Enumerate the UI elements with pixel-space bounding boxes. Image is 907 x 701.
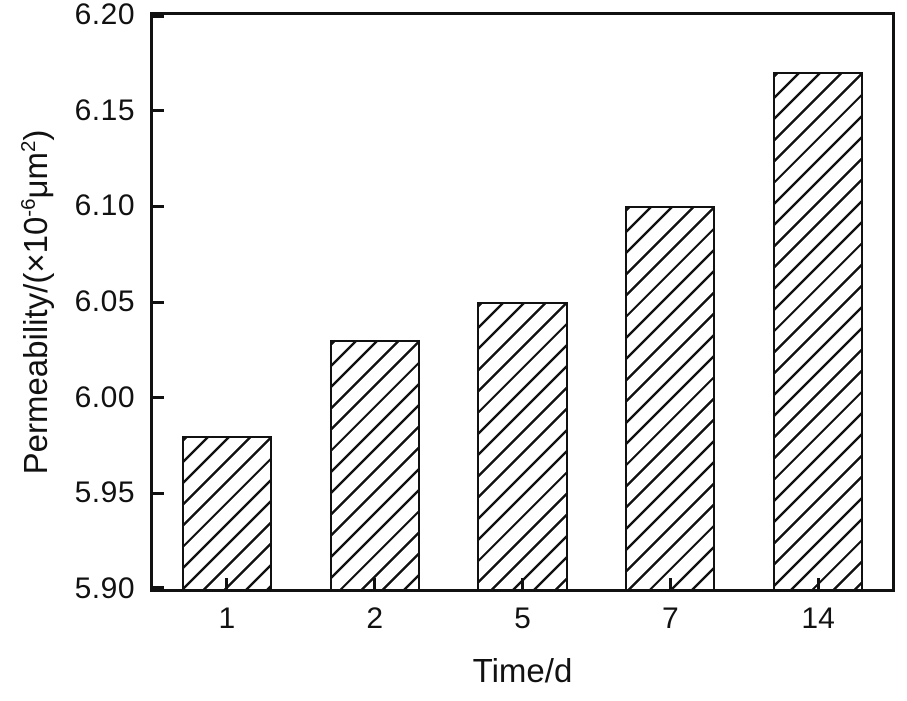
bar — [329, 340, 420, 589]
y-tick-mark — [153, 396, 164, 400]
y-tick-mark — [153, 491, 164, 495]
y-tick-mark — [153, 300, 164, 304]
y-tick-label: 5.90 — [74, 572, 135, 605]
y-axis-tick-labels: 5.90 5.95 6.00 6.05 6.10 6.15 6.20 — [0, 0, 142, 605]
plot-area — [150, 12, 895, 592]
y-tick-label: 5.95 — [74, 476, 135, 510]
y-tick-mark — [153, 204, 164, 208]
x-tick-label: 14 — [801, 602, 835, 635]
x-tick-label: 2 — [366, 602, 384, 635]
x-axis-tick-labels: 1 2 5 7 14 — [150, 596, 895, 640]
y-tick-label: 6.00 — [74, 380, 135, 414]
y-tick-label: 6.10 — [74, 189, 135, 223]
x-tick-label: 7 — [661, 602, 679, 635]
y-tick-label: 6.15 — [74, 93, 135, 127]
y-tick-mark — [153, 586, 164, 589]
y-tick-mark — [153, 15, 164, 18]
x-tick-label: 5 — [514, 602, 531, 635]
y-tick-mark — [153, 109, 164, 113]
bar — [625, 206, 716, 589]
y-tick-label: 6.20 — [74, 0, 135, 31]
bar — [773, 72, 864, 589]
bar — [181, 435, 272, 589]
x-axis-title: Time/d — [472, 652, 573, 689]
y-tick-label: 6.05 — [74, 285, 135, 318]
bar — [477, 302, 568, 589]
x-tick-label: 1 — [218, 602, 236, 635]
